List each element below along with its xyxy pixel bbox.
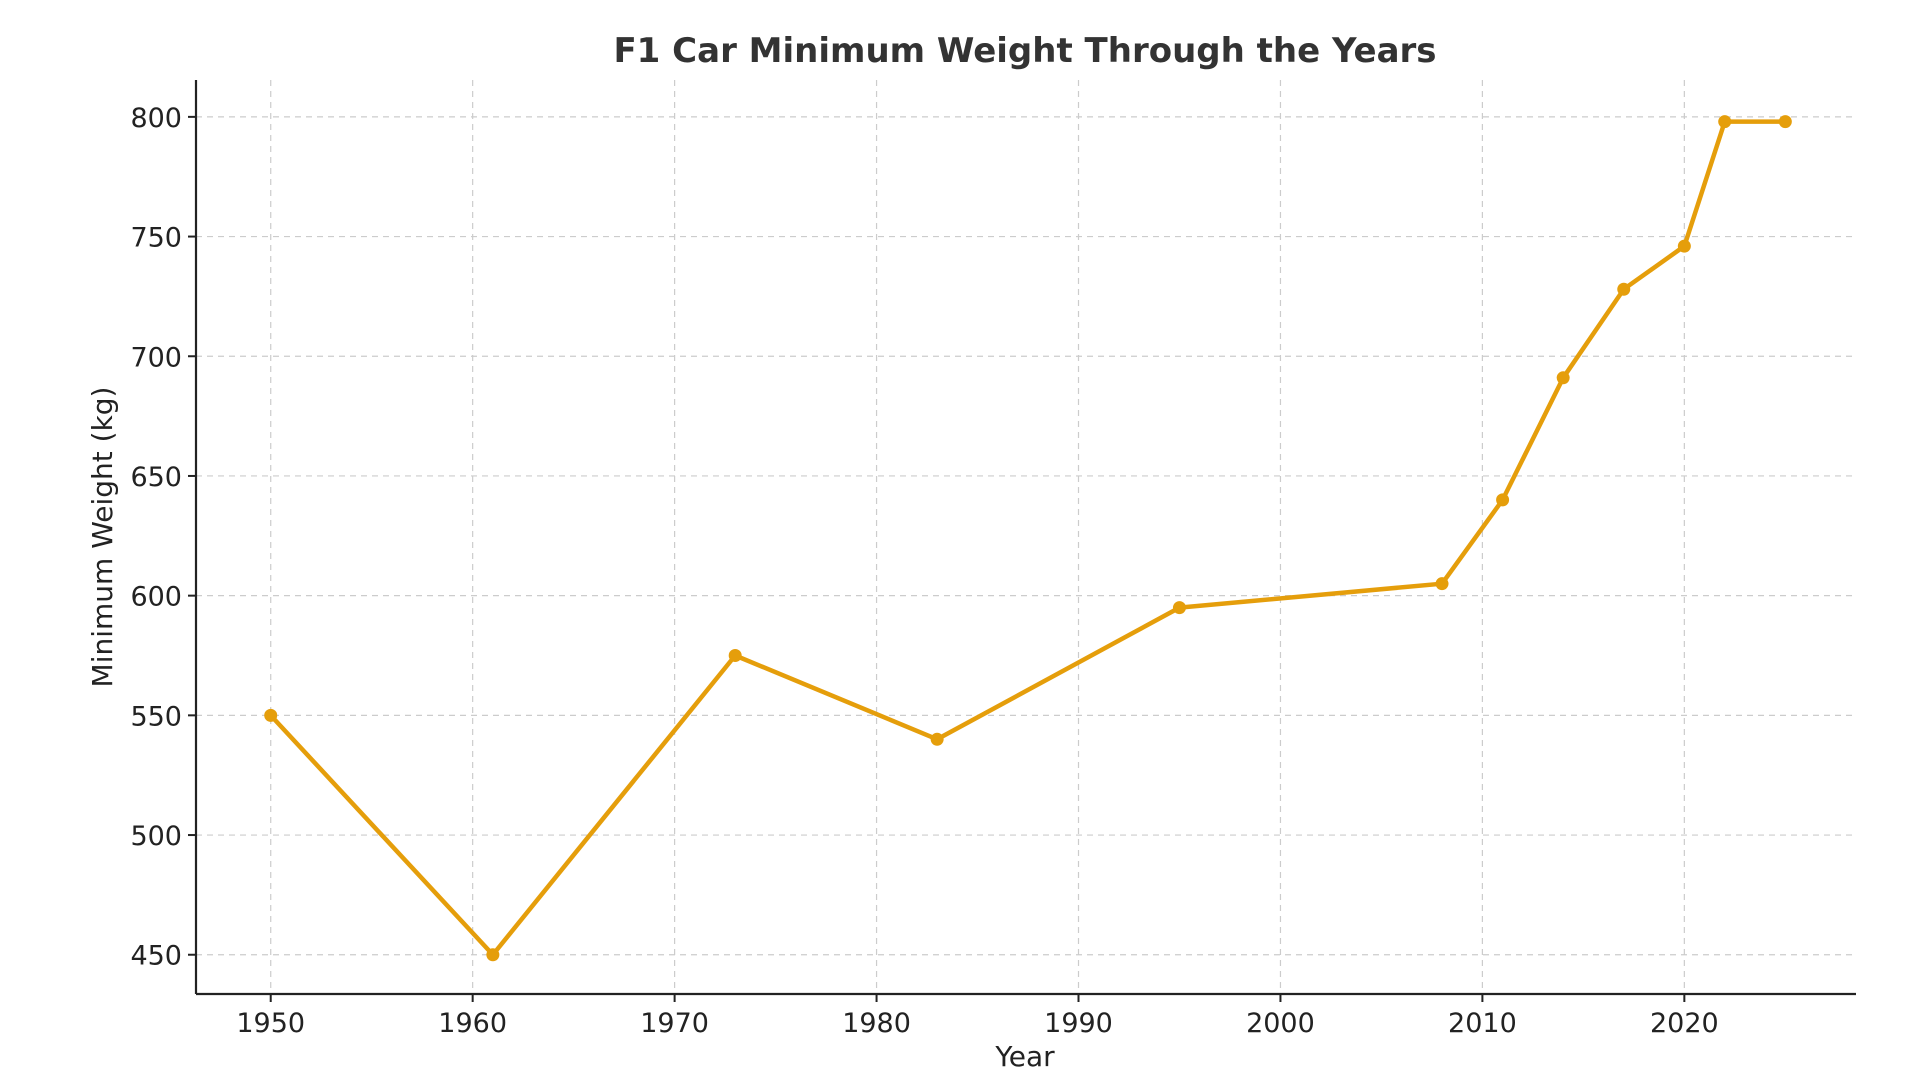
data-point <box>728 648 742 662</box>
data-point <box>1556 371 1570 385</box>
series <box>264 115 1792 962</box>
y-tick-label: 450 <box>130 941 182 972</box>
x-tick-label: 2000 <box>1246 1008 1315 1039</box>
x-tick-label: 1970 <box>640 1008 709 1039</box>
x-tick-label: 1960 <box>438 1008 507 1039</box>
x-axis-label: Year <box>994 1040 1055 1073</box>
data-point <box>486 948 500 962</box>
data-point <box>1677 239 1691 253</box>
y-tick-label: 800 <box>130 103 182 134</box>
y-tick-label: 700 <box>130 342 182 373</box>
grid <box>196 80 1856 994</box>
data-point <box>264 708 278 722</box>
y-tick-label: 600 <box>130 582 182 613</box>
y-tick-label: 500 <box>130 821 182 852</box>
y-tick-label: 650 <box>130 462 182 493</box>
data-point <box>1718 115 1732 129</box>
data-point <box>1435 577 1449 591</box>
ticks: 1950 1960 1970 1980 1990 2000 2010 2020 450 500 55… <box>130 103 1718 1039</box>
data-point <box>1496 493 1510 507</box>
axes <box>194 80 1856 996</box>
y-tick-label: 750 <box>130 223 182 254</box>
x-tick-label: 1990 <box>1044 1008 1113 1039</box>
data-point <box>930 732 944 746</box>
series-line <box>268 119 1788 957</box>
x-tick-label: 1950 <box>236 1008 305 1039</box>
y-tick-label: 550 <box>130 701 182 732</box>
x-tick-label: 2020 <box>1650 1008 1719 1039</box>
data-point <box>1617 282 1631 296</box>
y-axis-label: Minimum Weight (kg) <box>86 387 119 688</box>
x-tick-label: 2010 <box>1448 1008 1517 1039</box>
data-point <box>1778 115 1792 129</box>
x-tick-label: 1980 <box>842 1008 911 1039</box>
data-point <box>1172 601 1186 615</box>
chart-title: F1 Car Minimum Weight Through the Years <box>613 31 1436 71</box>
